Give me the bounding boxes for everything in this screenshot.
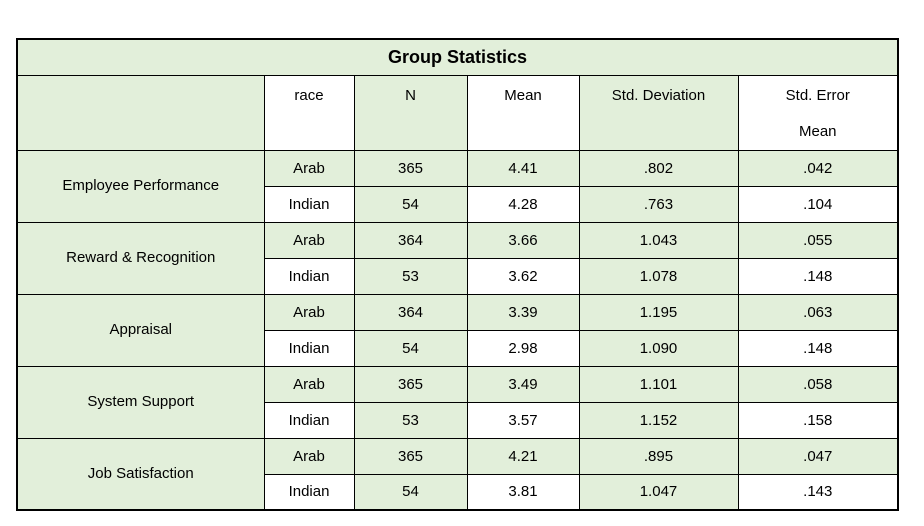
table-row: Indian 54 4.28 .763 .104: [17, 185, 899, 223]
table-row: Indian 54 3.81 1.047 .143: [17, 473, 899, 511]
cell-std-error-mean: .158: [737, 401, 899, 439]
cell-n: 365: [353, 365, 468, 403]
header-n: N: [353, 74, 468, 151]
cell-std-deviation: 1.101: [578, 365, 739, 403]
cell-mean: 3.62: [466, 257, 580, 295]
cell-race: Indian: [263, 257, 355, 295]
cell-std-deviation: 1.043: [578, 221, 739, 259]
cell-n: 54: [353, 473, 468, 511]
header-corner: [16, 74, 265, 151]
cell-std-deviation: 1.078: [578, 257, 739, 295]
cell-std-error-mean: .148: [737, 329, 899, 367]
table-title: Group Statistics: [16, 38, 899, 76]
table-row: Indian 53 3.62 1.078 .148: [17, 257, 899, 295]
row-group-label: Job Satisfaction: [16, 437, 265, 511]
row-group-label: Reward & Recognition: [16, 221, 265, 295]
cell-race: Arab: [263, 365, 355, 403]
cell-std-error-mean: .047: [737, 437, 899, 475]
cell-mean: 4.28: [466, 185, 580, 223]
table-row: Indian 54 2.98 1.090 .148: [17, 329, 899, 367]
header-std-deviation: Std. Deviation: [578, 74, 739, 151]
cell-std-error-mean: .148: [737, 257, 899, 295]
cell-n: 365: [353, 149, 468, 187]
cell-std-error-mean: .143: [737, 473, 899, 511]
cell-mean: 3.81: [466, 473, 580, 511]
cell-race: Indian: [263, 473, 355, 511]
row-group-label: Appraisal: [16, 293, 265, 367]
cell-n: 364: [353, 221, 468, 259]
table-row: Job Satisfaction Arab 365 4.21 .895 .047: [16, 437, 899, 511]
cell-std-error-mean: .055: [737, 221, 899, 259]
cell-n: 53: [353, 401, 468, 439]
cell-std-error-mean: .058: [737, 365, 899, 403]
table-row: Reward & Recognition Arab 364 3.66 1.043…: [16, 221, 899, 295]
cell-std-error-mean: .063: [737, 293, 899, 331]
header-std-error-mean: Std. Error Mean: [737, 74, 899, 151]
cell-std-deviation: .895: [578, 437, 739, 475]
cell-race: Arab: [263, 149, 355, 187]
cell-mean: 4.41: [466, 149, 580, 187]
cell-mean: 3.66: [466, 221, 580, 259]
cell-race: Indian: [263, 185, 355, 223]
header-mean: Mean: [466, 74, 580, 151]
cell-mean: 2.98: [466, 329, 580, 367]
cell-std-deviation: 1.195: [578, 293, 739, 331]
cell-std-deviation: 1.047: [578, 473, 739, 511]
header-race: race: [263, 74, 355, 151]
cell-n: 54: [353, 329, 468, 367]
table-row: Employee Performance Arab 365 4.41 .802 …: [16, 149, 899, 223]
cell-race: Indian: [263, 401, 355, 439]
cell-n: 365: [353, 437, 468, 475]
cell-mean: 3.57: [466, 401, 580, 439]
cell-race: Arab: [263, 293, 355, 331]
cell-race: Indian: [263, 329, 355, 367]
cell-mean: 3.49: [466, 365, 580, 403]
cell-race: Arab: [263, 437, 355, 475]
cell-n: 364: [353, 293, 468, 331]
cell-n: 54: [353, 185, 468, 223]
cell-std-deviation: .802: [578, 149, 739, 187]
cell-mean: 4.21: [466, 437, 580, 475]
cell-std-error-mean: .104: [737, 185, 899, 223]
group-statistics-table: Group Statistics race N Mean Std. Deviat…: [16, 38, 900, 511]
table-row: Indian 53 3.57 1.152 .158: [17, 401, 899, 439]
cell-mean: 3.39: [466, 293, 580, 331]
table-header-row: race N Mean Std. Deviation Std. Error Me…: [16, 74, 899, 151]
cell-n: 53: [353, 257, 468, 295]
row-group-label: Employee Performance: [16, 149, 265, 223]
cell-std-deviation: 1.152: [578, 401, 739, 439]
cell-race: Arab: [263, 221, 355, 259]
row-group-label: System Support: [16, 365, 265, 439]
cell-std-error-mean: .042: [737, 149, 899, 187]
header-std-error-mean-text: Std. Error Mean: [785, 86, 850, 140]
cell-std-deviation: 1.090: [578, 329, 739, 367]
cell-std-deviation: .763: [578, 185, 739, 223]
table-title-row: Group Statistics: [16, 38, 899, 76]
table-row: System Support Arab 365 3.49 1.101 .058: [16, 365, 899, 439]
table-row: Appraisal Arab 364 3.39 1.195 .063: [16, 293, 899, 367]
